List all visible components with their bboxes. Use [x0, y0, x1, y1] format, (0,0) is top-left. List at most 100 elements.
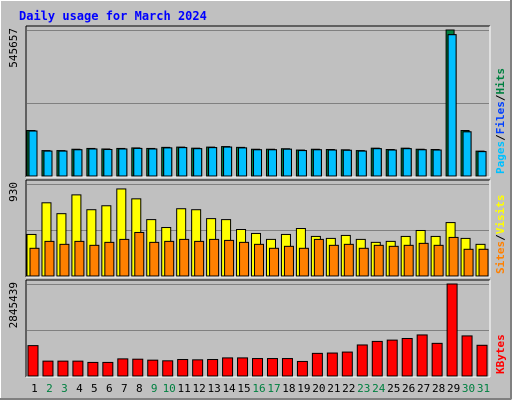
bar-sites-day-8	[134, 231, 145, 277]
x-tick-label-day-5: 5	[91, 382, 98, 395]
x-tick-label-day-21: 21	[327, 382, 340, 395]
x-tick-label-day-8: 8	[136, 382, 143, 395]
bar-pages-day-9	[148, 148, 158, 177]
bar-pages-day-3	[58, 150, 68, 177]
bar-kbytes-day-27	[416, 334, 428, 377]
bar-pages-day-24	[372, 148, 382, 177]
bar-kbytes-day-12	[192, 359, 204, 377]
bar-pages-day-27	[417, 149, 427, 177]
x-axis-labels: 1 2 3 4 5 6 7 8 9 10 11 12 13 14 15 16 17 18 19 20 21 22 23 24 2…	[31, 382, 490, 395]
bar-sites-day-18	[283, 245, 294, 277]
bar-sites-day-10	[164, 240, 175, 277]
bar-kbytes-day-2	[42, 360, 54, 377]
bar-pages-day-1	[28, 130, 38, 177]
bar-kbytes-day-11	[177, 359, 189, 377]
visits-sites-legend: Sites/Visits	[494, 195, 507, 275]
bar-pages-day-19	[297, 150, 307, 177]
bar-kbytes-day-23	[356, 344, 368, 377]
bar-sites-day-21	[328, 244, 339, 277]
x-tick-label-day-29: 29	[447, 382, 460, 395]
legend-separator: /	[494, 234, 507, 241]
bar-sites-day-29	[448, 236, 459, 277]
bar-sites-day-2	[44, 240, 55, 277]
legend-visits: Visits	[494, 195, 507, 235]
x-tick-label-day-20: 20	[312, 382, 325, 395]
bar-sites-day-30	[463, 248, 474, 277]
bar-sites-day-1	[29, 247, 40, 277]
bar-sites-day-22	[343, 243, 354, 277]
bar-sites-day-16	[254, 243, 265, 277]
bar-pages-day-25	[387, 149, 397, 177]
x-tick-label-day-24: 24	[372, 382, 386, 395]
x-tick-label-day-23: 23	[357, 382, 370, 395]
bar-pages-day-18	[282, 148, 292, 177]
bar-pages-day-26	[402, 148, 412, 177]
bar-pages-day-22	[342, 149, 352, 177]
bar-pages-day-16	[253, 149, 263, 177]
kbytes-legend: KBytes	[494, 334, 507, 374]
bar-kbytes-day-13	[207, 359, 219, 377]
bar-pages-day-12	[193, 148, 203, 177]
bar-kbytes-day-20	[311, 352, 323, 377]
x-tick-label-day-2: 2	[46, 382, 53, 395]
bar-kbytes-day-26	[401, 337, 413, 377]
x-tick-label-day-19: 19	[297, 382, 310, 395]
bar-kbytes-day-15	[237, 357, 249, 377]
legend-files: Files	[494, 101, 507, 134]
bar-kbytes-day-17	[266, 358, 278, 377]
bar-pages-day-20	[312, 149, 322, 177]
x-tick-label-day-10: 10	[163, 382, 176, 395]
bar-kbytes-day-18	[281, 358, 293, 377]
bar-pages-day-29	[447, 34, 457, 177]
bar-kbytes-day-24	[371, 340, 383, 377]
x-tick-label-day-26: 26	[402, 382, 415, 395]
hits-files-pages-max-label: 545657	[7, 28, 20, 68]
x-tick-label-day-14: 14	[222, 382, 236, 395]
chart-panels: 545657Pages/Files/Hits930Sites/Visits284…	[7, 25, 507, 378]
bar-pages-day-28	[432, 149, 442, 177]
bar-pages-day-14	[223, 146, 233, 177]
x-tick-label-day-12: 12	[193, 382, 206, 395]
bar-kbytes-day-7	[117, 358, 129, 377]
bar-sites-day-7	[119, 238, 130, 277]
bar-kbytes-day-31	[476, 344, 488, 377]
bar-pages-day-5	[88, 148, 98, 177]
legend-separator: /	[494, 134, 507, 141]
x-tick-label-day-22: 22	[342, 382, 355, 395]
x-tick-label-day-28: 28	[432, 382, 445, 395]
legend-kbytes: KBytes	[494, 334, 507, 374]
x-tick-label-day-30: 30	[462, 382, 475, 395]
x-tick-label-day-16: 16	[252, 382, 265, 395]
bar-pages-day-31	[477, 151, 487, 177]
visits-sites-max-label: 930	[7, 182, 20, 202]
bar-sites-day-9	[149, 241, 160, 277]
bar-kbytes-day-19	[296, 360, 308, 377]
bar-pages-day-4	[73, 149, 83, 177]
bar-pages-day-10	[163, 147, 173, 177]
x-tick-label-day-1: 1	[31, 382, 38, 395]
bar-sites-day-23	[358, 247, 369, 277]
bar-kbytes-day-8	[132, 358, 144, 377]
bar-kbytes-day-6	[102, 361, 114, 377]
bar-sites-day-19	[298, 247, 309, 277]
bar-kbytes-day-28	[431, 342, 443, 377]
bar-sites-day-13	[209, 238, 220, 277]
x-tick-label-day-17: 17	[267, 382, 280, 395]
bar-pages-day-17	[267, 149, 277, 177]
bar-kbytes-day-30	[461, 335, 473, 377]
hits-files-pages-legend: Pages/Files/Hits	[494, 68, 507, 174]
x-tick-label-day-9: 9	[151, 382, 158, 395]
x-tick-label-day-4: 4	[76, 382, 83, 395]
hits-files-pages-panel: 545657 Pages/Files/Hits	[7, 25, 507, 178]
legend-sites: Sites	[494, 241, 507, 274]
bar-pages-day-30	[462, 131, 472, 177]
bar-pages-day-13	[208, 147, 218, 177]
bar-kbytes-day-10	[162, 360, 174, 377]
bar-sites-day-12	[194, 240, 205, 277]
x-tick-label-day-27: 27	[417, 382, 430, 395]
bar-sites-day-25	[388, 245, 399, 277]
bar-kbytes-day-22	[341, 351, 353, 377]
bar-sites-day-4	[74, 240, 85, 277]
kbytes-max-label: 2845439	[7, 282, 20, 328]
